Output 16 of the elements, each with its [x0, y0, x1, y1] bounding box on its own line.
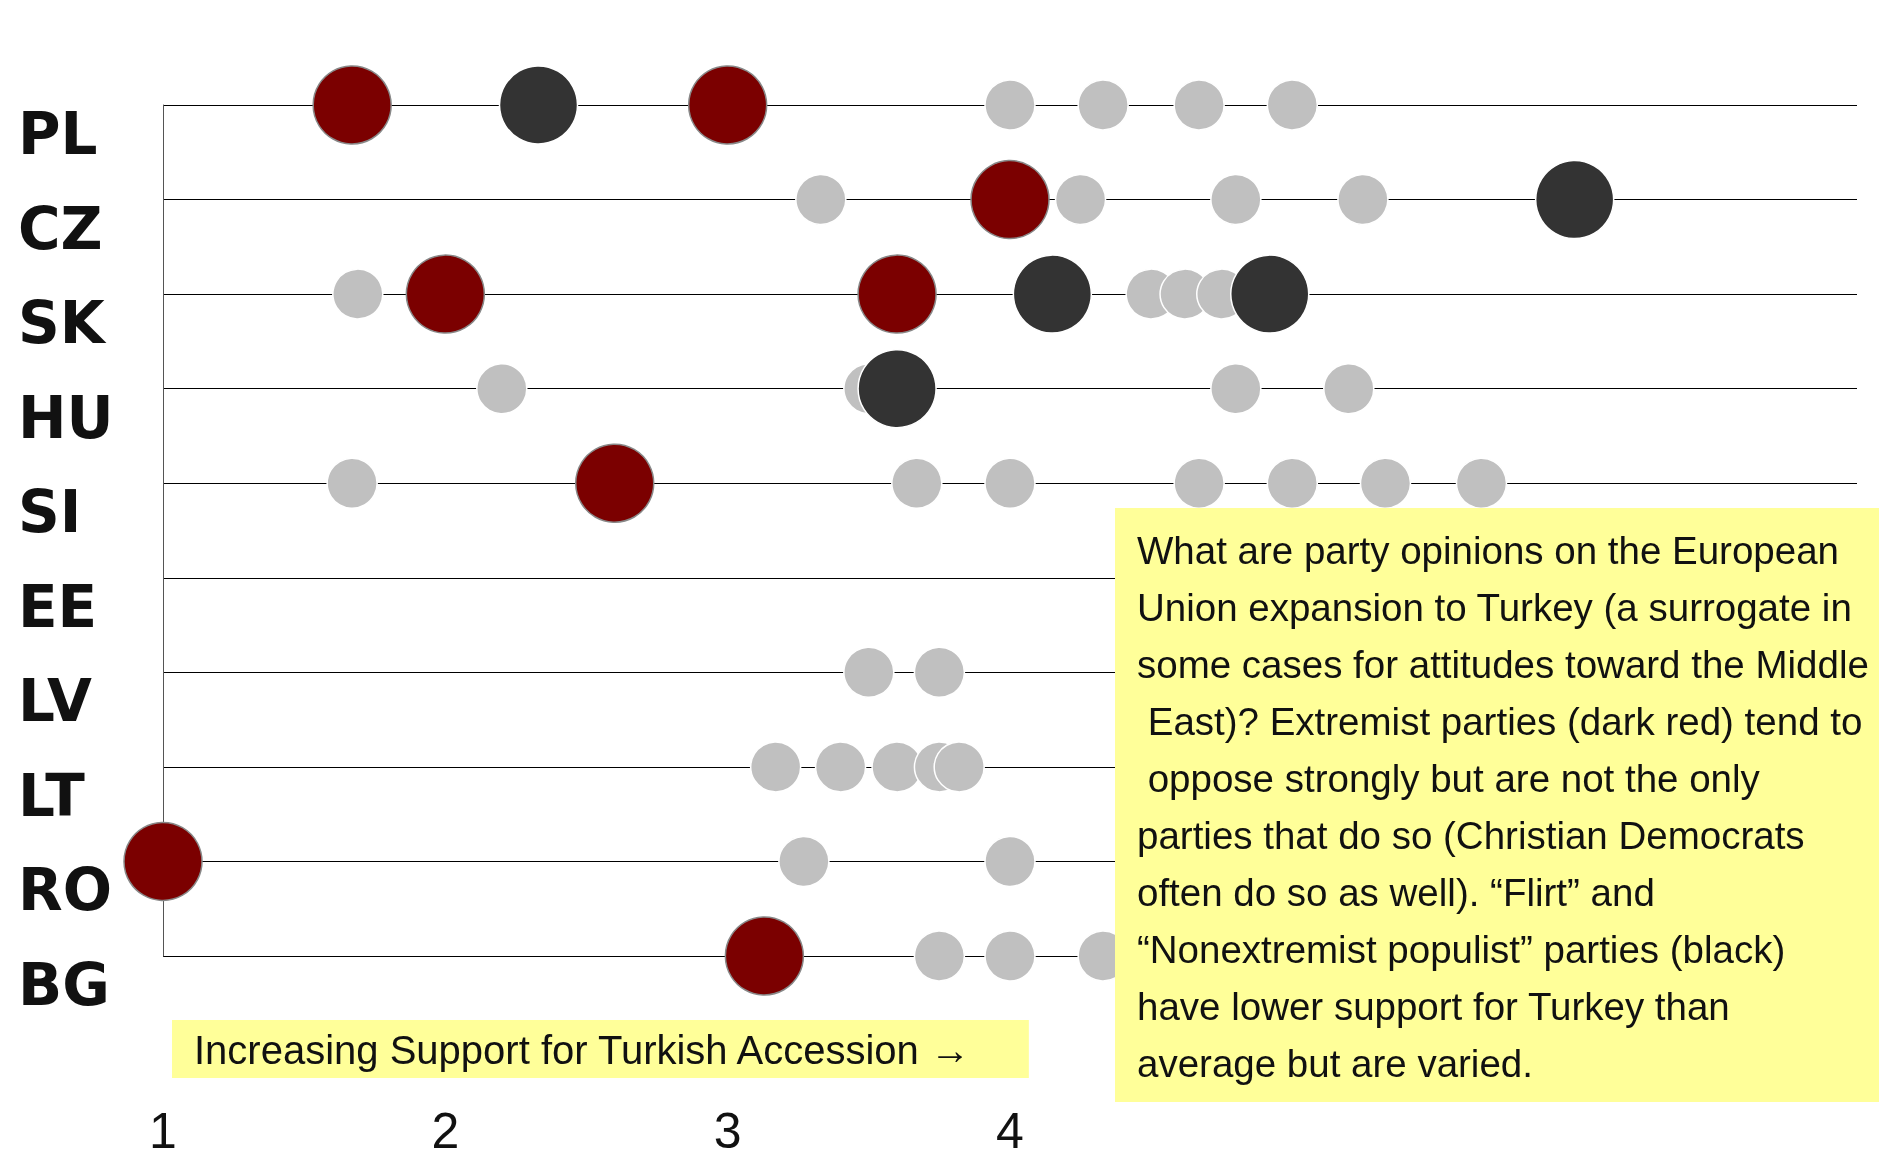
text: What are party opinions on the European Union expansion to Turkey (a surrogate in some cases for attitudes toward the Middle East)? Extremist parties (dark red) tend to oppose strongly but are not the only parties that do so (Christian Democrats often do so as well). “Flirt” and “Nonextremist populist” parties (black) have lower support for Turkey than average but are varied.: [1137, 529, 1869, 1085]
y-tick-label: LV: [18, 667, 92, 736]
x-axis-title: Increasing Support for Turkish Accession →: [194, 1028, 970, 1072]
y-tick-label: SI: [18, 478, 82, 547]
x-tick-label: 2: [431, 1103, 460, 1159]
y-tick-label: PL: [18, 100, 98, 168]
x-tick-label: 1: [149, 1103, 177, 1159]
y-tick-label: EE: [18, 572, 98, 641]
x-tick-label: 4: [996, 1103, 1024, 1159]
y-tick-label: SK: [18, 289, 107, 358]
y-tick-label: HU: [18, 383, 114, 452]
x-tick-label: 3: [713, 1103, 742, 1159]
y-tick-label: RO: [18, 856, 112, 925]
y-tick-label: LT: [18, 761, 86, 830]
y-tick-label: BG: [18, 951, 110, 1019]
y-tick-label: CZ: [18, 194, 103, 263]
